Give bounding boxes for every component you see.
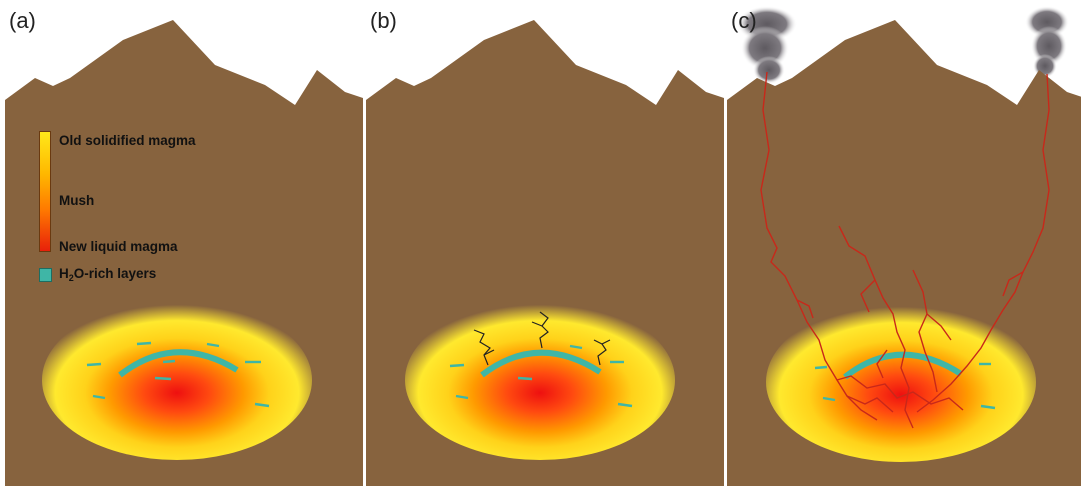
legend: Old solidified magma Mush New liquid mag… — [39, 131, 269, 301]
magma-chamber — [766, 302, 1036, 462]
legend-h2o-label: H2O-rich layers — [59, 266, 157, 283]
h2o-lenses — [814, 362, 996, 410]
h2o-layer-main — [480, 349, 602, 378]
ash-plume-right — [1025, 6, 1069, 78]
legend-new-magma: New liquid magma — [59, 239, 178, 254]
ash-plume-left — [737, 6, 797, 84]
magma-chamber — [42, 300, 312, 460]
legend-h2o-swatch — [39, 268, 52, 282]
panel-c-label: (c) — [731, 8, 757, 33]
magma-chamber — [405, 300, 675, 460]
legend-old-magma: Old solidified magma — [59, 133, 196, 148]
panel-b-illustration — [366, 20, 724, 486]
h2o-layer-main — [843, 351, 963, 380]
h2o-lenses — [449, 344, 633, 408]
panel-a-label: (a) — [9, 8, 36, 33]
panel-c: (c) — [727, 0, 1081, 486]
panel-c-illustration — [727, 6, 1081, 486]
panel-b-label: (b) — [370, 8, 397, 33]
panel-a-illustration — [5, 20, 363, 486]
fractures-black — [473, 311, 611, 366]
h2o-lenses — [86, 341, 270, 408]
panel-a: (a) Old solidified magma Mush New liquid… — [5, 0, 363, 486]
legend-gradient-bar — [39, 131, 51, 252]
panel-b: (b) — [366, 0, 724, 486]
h2o-layer-main — [118, 349, 239, 378]
fractures-red — [760, 71, 1050, 429]
legend-mush: Mush — [59, 193, 95, 208]
